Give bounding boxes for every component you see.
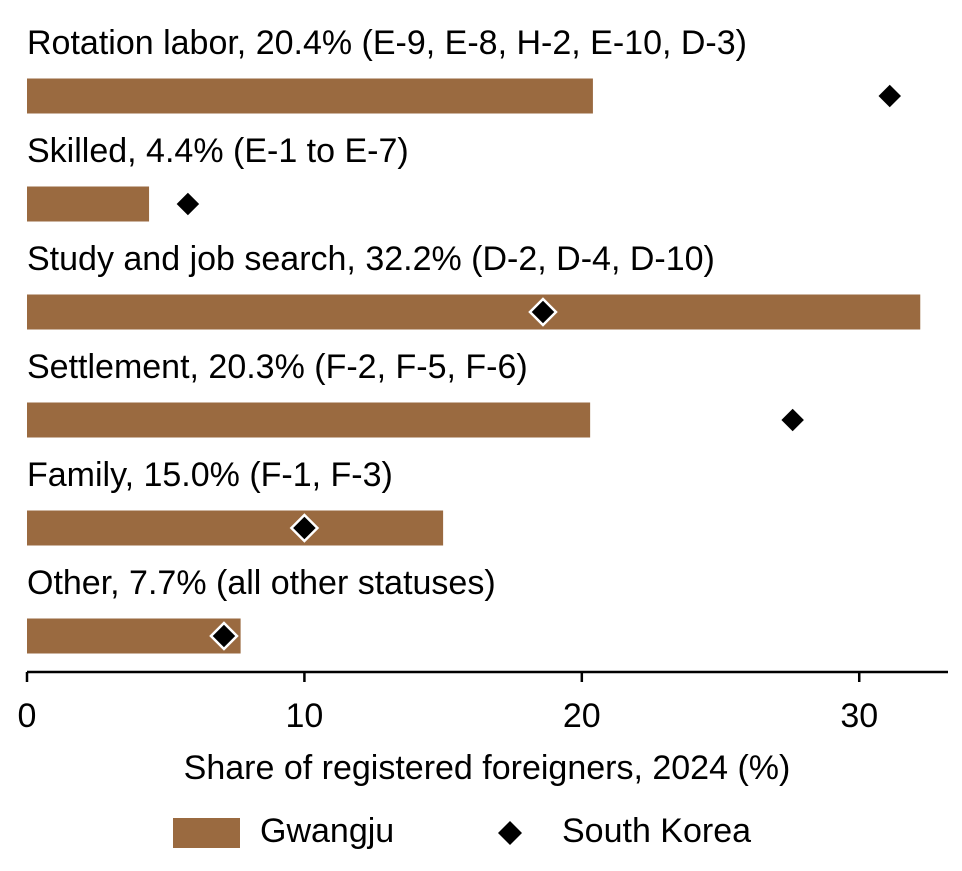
category-label: Other, 7.7% (all other statuses): [27, 564, 496, 602]
x-tick-label: 0: [18, 697, 37, 735]
legend-label: South Korea: [562, 812, 751, 850]
bar: [27, 294, 921, 330]
category-label: Rotation labor, 20.4% (E-9, E-8, H-2, E-…: [27, 24, 747, 62]
x-tick-label: 30: [840, 697, 878, 735]
marker: [528, 297, 558, 327]
category-label: Study and job search, 32.2% (D-2, D-4, D…: [27, 240, 715, 278]
category-label: Skilled, 4.4% (E-1 to E-7): [27, 132, 409, 170]
marker: [777, 405, 808, 435]
marker: [209, 621, 239, 651]
x-axis-title: Share of registered foreigners, 2024 (%): [184, 749, 791, 787]
marker: [289, 513, 320, 543]
category-label: Family, 15.0% (F-1, F-3): [27, 456, 393, 494]
bar: [27, 510, 444, 546]
legend-label: Gwangju: [260, 812, 394, 850]
bar: [27, 78, 593, 114]
bar: [27, 402, 591, 438]
x-tick-label: 10: [285, 697, 323, 735]
legend-swatch: [498, 821, 522, 845]
marker: [874, 81, 905, 111]
legend-swatch: [173, 818, 240, 848]
bar: [27, 186, 150, 222]
marker: [173, 189, 203, 219]
category-label: Settlement, 20.3% (F-2, F-5, F-6): [27, 348, 528, 386]
bar: [27, 618, 241, 654]
x-tick-label: 20: [563, 697, 601, 735]
